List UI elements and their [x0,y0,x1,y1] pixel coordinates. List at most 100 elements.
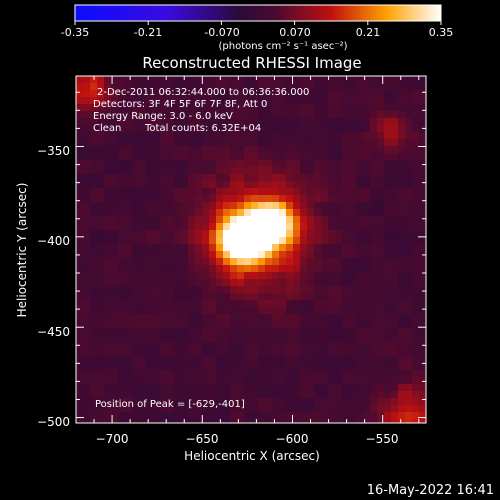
heatmap-cell [328,209,335,216]
heatmap-cell [104,76,111,83]
heatmap-cell [314,174,321,181]
heatmap-cell [244,370,251,377]
heatmap-cell [181,279,188,286]
heatmap-cell [293,146,300,153]
heatmap-cell [216,118,223,125]
heatmap-cell [139,321,146,328]
heatmap-cell [370,216,377,223]
heatmap-cell [139,146,146,153]
heatmap-cell [321,125,328,132]
heatmap-cell [167,279,174,286]
heatmap-cell [314,104,321,111]
heatmap-cell [167,195,174,202]
heatmap-cell [349,167,356,174]
heatmap-cell [286,328,293,335]
heatmap-cell [349,223,356,230]
heatmap-cell [265,300,272,307]
heatmap-cell [188,195,195,202]
heatmap-cell [272,265,279,272]
heatmap-cell [342,160,349,167]
heatmap-cell [160,118,167,125]
heatmap-cell [118,384,125,391]
heatmap-cell [244,90,251,97]
heatmap-cell [342,251,349,258]
heatmap-cell [328,370,335,377]
heatmap-cell [209,237,216,244]
heatmap-cell [349,125,356,132]
heatmap-cell [293,321,300,328]
heatmap-cell [300,174,307,181]
heatmap-cell [83,293,90,300]
heatmap-cell [349,293,356,300]
heatmap-cell [118,335,125,342]
heatmap-cell [279,314,286,321]
heatmap-cell [244,377,251,384]
heatmap-cell [342,181,349,188]
heatmap-cell [153,293,160,300]
heatmap-cell [293,76,300,83]
heatmap-cell [125,188,132,195]
heatmap-cell [405,223,412,230]
heatmap-cell [167,265,174,272]
heatmap-cell [349,181,356,188]
heatmap-cell [272,398,279,405]
heatmap-cell [125,321,132,328]
heatmap-cell [391,104,398,111]
heatmap-cell [202,174,209,181]
heatmap-cell [412,146,419,153]
heatmap-cell [272,321,279,328]
heatmap-cell [391,349,398,356]
heatmap-cell [377,328,384,335]
heatmap-cell [244,349,251,356]
heatmap-cell [384,370,391,377]
heatmap-cell [265,258,272,265]
heatmap-cell [118,328,125,335]
heatmap-cell [405,314,412,321]
heatmap-cell [307,202,314,209]
heatmap-cell [188,314,195,321]
heatmap-cell [153,188,160,195]
heatmap-cell [293,412,300,419]
heatmap-cell [181,181,188,188]
heatmap-cell [160,293,167,300]
heatmap-cell [188,104,195,111]
heatmap-cell [300,342,307,349]
heatmap-cell [377,398,384,405]
heatmap-cell [146,258,153,265]
heatmap-cell [328,195,335,202]
heatmap-cell [202,181,209,188]
heatmap-cell [132,125,139,132]
heatmap-cell [258,118,265,125]
heatmap-cell [314,405,321,412]
heatmap-cell [370,363,377,370]
heatmap-cell [370,202,377,209]
heatmap-cell [181,328,188,335]
heatmap-cell [335,258,342,265]
heatmap-cell [272,279,279,286]
heatmap-cell [230,335,237,342]
heatmap-cell [83,314,90,321]
heatmap-cell [328,349,335,356]
heatmap-cell [356,90,363,97]
heatmap-cell [209,377,216,384]
heatmap-cell [300,307,307,314]
heatmap-cell [188,83,195,90]
heatmap-cell [244,83,251,90]
heatmap-cell [342,188,349,195]
heatmap-cell [153,153,160,160]
heatmap-cell [216,146,223,153]
heatmap-cell [244,314,251,321]
heatmap-cell [160,202,167,209]
heatmap-cell [293,265,300,272]
heatmap-cell [146,139,153,146]
heatmap-cell [104,391,111,398]
heatmap-cell [251,244,258,251]
heatmap-cell [335,139,342,146]
heatmap-cell [300,90,307,97]
heatmap-cell [76,356,83,363]
heatmap-cell [349,111,356,118]
heatmap-cell [258,202,265,209]
heatmap-cell [188,97,195,104]
heatmap-cell [237,202,244,209]
heatmap-cell [139,293,146,300]
